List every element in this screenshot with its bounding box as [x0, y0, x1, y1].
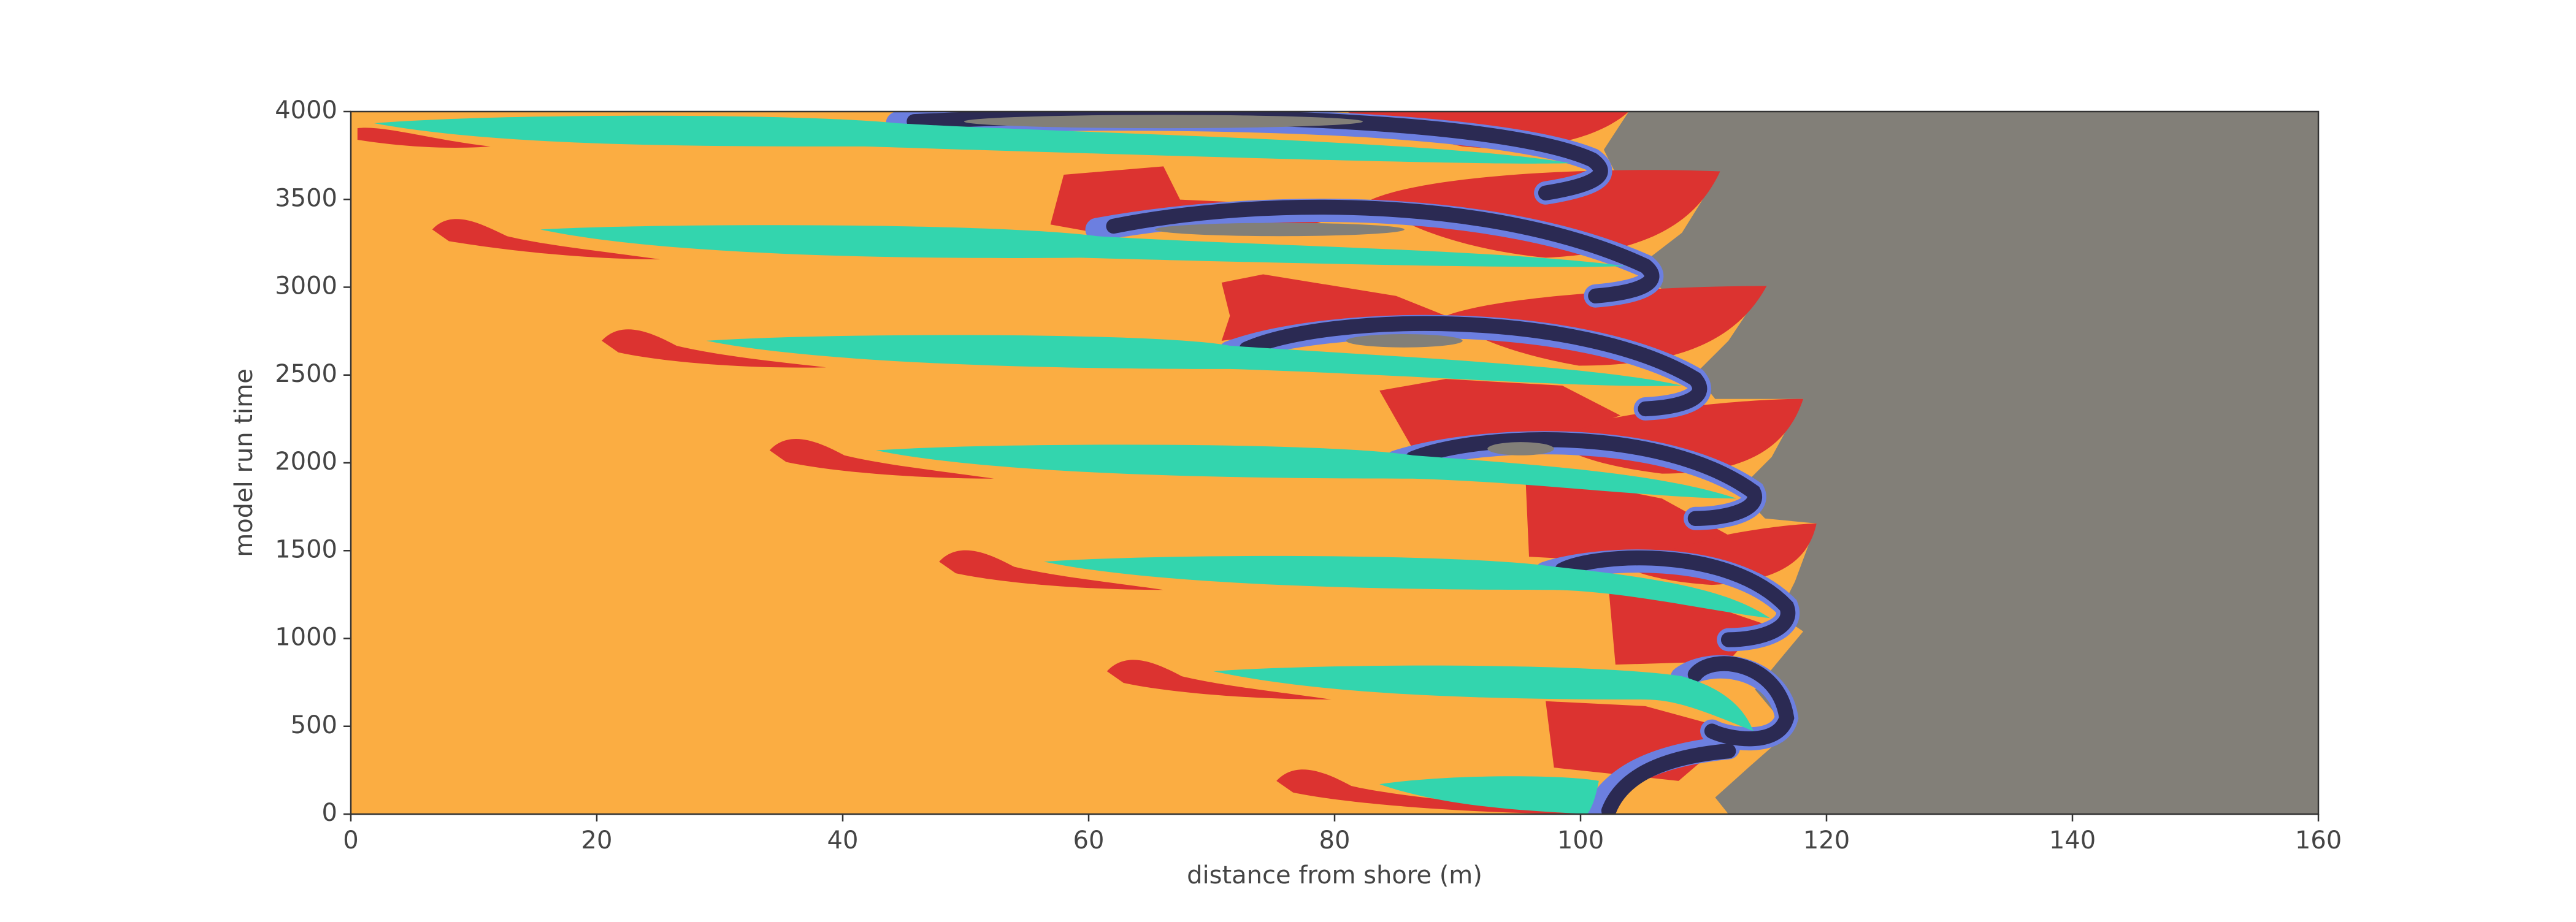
y-tick-label: 500	[291, 711, 337, 739]
gray-lens	[1346, 334, 1463, 348]
x-tick-label: 160	[2295, 826, 2342, 855]
y-tick-label: 1500	[275, 535, 337, 563]
teal-lens	[1213, 665, 1754, 731]
teal-lens	[374, 115, 1571, 164]
x-tick-label: 120	[1803, 826, 1850, 855]
y-tick-label: 0	[322, 799, 337, 827]
gray-lens	[1155, 223, 1405, 237]
shoreline-band	[886, 112, 1800, 814]
x-tick-label: 0	[343, 826, 358, 855]
y-tick-label: 2000	[275, 448, 337, 476]
teal-lenses	[374, 115, 1770, 814]
x-tick-label: 100	[1557, 826, 1604, 855]
red-patch	[1525, 482, 1729, 562]
navy	[1106, 199, 1660, 303]
red-lobe	[1446, 286, 1767, 366]
gray-lens	[1487, 442, 1554, 455]
navy	[1601, 743, 1736, 814]
red-hook	[939, 550, 1163, 590]
x-tick-label: 40	[827, 826, 859, 855]
navy	[1239, 316, 1708, 417]
x-tick-label: 140	[2049, 826, 2096, 855]
x-axis-label: distance from shore (m)	[1187, 861, 1482, 890]
teal-lens	[1043, 555, 1770, 619]
red-hook	[602, 329, 826, 368]
y-tick-label: 3000	[275, 272, 337, 300]
y-tick-label: 2500	[275, 360, 337, 388]
x-tick-label: 80	[1319, 826, 1351, 855]
red-patch	[1221, 274, 1446, 341]
red-hook	[1106, 660, 1332, 700]
red-hook	[1276, 769, 1596, 814]
y-tick-label: 3500	[275, 184, 337, 212]
navy	[1687, 656, 1795, 747]
y-axis-label: model run time	[230, 368, 258, 557]
gray-region	[1603, 112, 2318, 814]
teal-lens	[1379, 776, 1599, 814]
x-tick-label: 60	[1073, 826, 1105, 855]
gray-lenses	[964, 115, 1554, 455]
gray-lens	[964, 115, 1363, 129]
facies-image	[351, 112, 2318, 814]
red-hook	[769, 439, 994, 479]
y-tick-label: 4000	[275, 96, 337, 124]
red-patch	[1379, 379, 1621, 449]
teal-lens	[706, 335, 1682, 386]
navy	[1555, 551, 1796, 647]
teal-lens	[540, 225, 1626, 267]
red-hook	[357, 128, 491, 148]
red-hook	[432, 219, 660, 260]
teal-lens	[876, 444, 1737, 499]
y-tick-label: 1000	[275, 623, 337, 652]
x-tick-label: 20	[581, 826, 613, 855]
navy	[1405, 432, 1762, 526]
red-lobe	[1371, 170, 1720, 258]
